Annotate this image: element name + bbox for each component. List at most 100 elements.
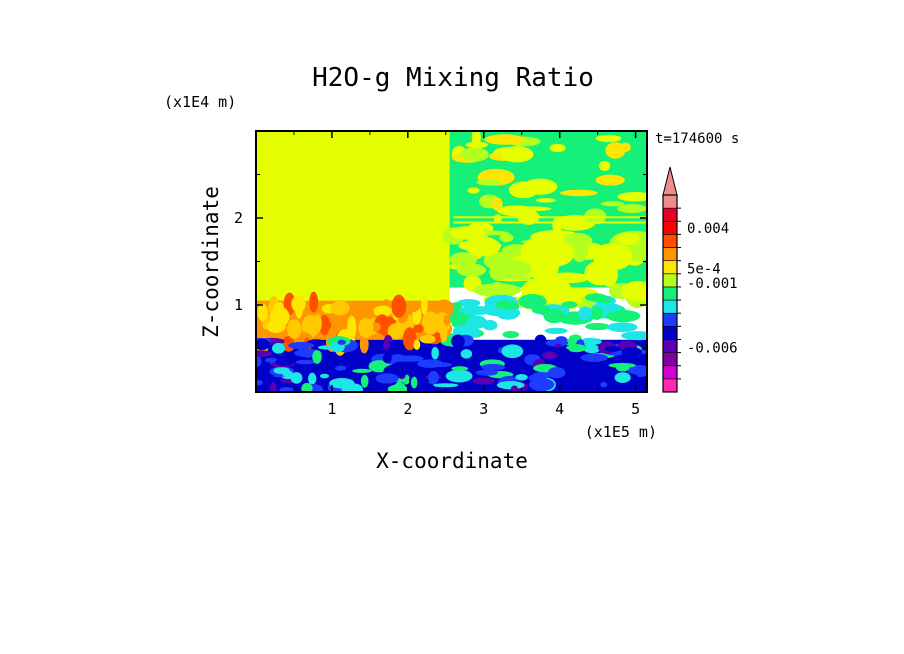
- colorbar-swatch: [662, 220, 678, 235]
- texture-blob: [578, 306, 593, 321]
- texture-blob: [433, 383, 459, 388]
- time-label: t=174600 s: [655, 131, 739, 147]
- colorbar-swatch: [662, 273, 678, 288]
- y-scale-label: (x1E4 m): [164, 93, 236, 111]
- colorbar-swatch: [662, 365, 678, 380]
- texture-blob: [335, 365, 347, 371]
- texture-blob: [495, 170, 507, 177]
- texture-blob: [535, 198, 556, 203]
- y-axis-label: Z-coordinate: [199, 186, 223, 338]
- texture-blob: [535, 240, 575, 267]
- texture-blob: [312, 350, 322, 364]
- texture-blob: [493, 214, 503, 223]
- x-scale-label: (x1E5 m): [585, 423, 657, 441]
- texture-blob: [512, 206, 552, 212]
- texture-blob: [475, 369, 498, 376]
- texture-blob: [560, 189, 598, 197]
- texture-blob: [510, 385, 519, 392]
- texture-blob: [600, 381, 608, 388]
- texture-blob: [269, 306, 290, 327]
- texture-blob: [608, 362, 636, 368]
- texture-blob: [451, 334, 465, 349]
- texture-blob: [482, 320, 498, 331]
- texture-blob: [515, 374, 528, 381]
- texture-blob: [545, 272, 590, 284]
- texture-blob: [402, 378, 410, 385]
- texture-blob: [445, 369, 473, 383]
- texture-blob: [279, 387, 295, 392]
- texture-blob: [313, 314, 322, 333]
- texture-blob: [403, 302, 420, 313]
- texture-blob: [352, 368, 372, 373]
- colorbar-swatch: [662, 299, 678, 314]
- colorbar: 0.004 5e-4-0.001 -0.006: [662, 166, 738, 393]
- texture-blob: [413, 324, 424, 333]
- texture-blob: [402, 327, 417, 351]
- colorbar-swatch: [662, 234, 678, 248]
- texture-blob: [460, 147, 489, 162]
- texture-blob: [467, 187, 480, 194]
- chart-title: H2O-g Mixing Ratio: [312, 63, 594, 93]
- texture-blob: [431, 346, 439, 360]
- texture-blob: [256, 350, 273, 358]
- colorbar-swatch: [662, 194, 678, 209]
- texture-blob: [387, 323, 405, 340]
- texture-blob: [373, 305, 393, 317]
- texture-blob: [413, 339, 421, 350]
- texture-blob: [528, 378, 555, 392]
- x-tick-label: 2: [403, 400, 412, 418]
- texture-blob: [358, 317, 374, 338]
- texture-blob: [601, 201, 625, 207]
- texture-blob: [484, 134, 526, 145]
- texture-blob: [490, 259, 532, 280]
- texture-blob: [614, 372, 631, 383]
- texture-blob: [456, 263, 487, 277]
- colorbar-swatch: [662, 378, 678, 393]
- texture-blob: [458, 305, 494, 315]
- texture-blob: [606, 309, 641, 323]
- texture-blob: [565, 344, 587, 353]
- colorbar-swatch: [662, 207, 678, 222]
- texture-blob: [621, 281, 647, 302]
- texture-blob: [528, 374, 541, 382]
- texture-blob: [555, 336, 568, 345]
- texture-blob: [330, 300, 350, 316]
- texture-blob: [256, 370, 268, 377]
- texture-blob: [410, 376, 418, 389]
- x-tick-label: 3: [479, 400, 488, 418]
- colorbar-frame: [662, 194, 678, 393]
- texture-blob: [273, 366, 290, 375]
- colorbar-swatch: [662, 260, 678, 275]
- y-tick-label: 2: [234, 209, 243, 227]
- texture-blob: [626, 380, 643, 387]
- texture-blob: [387, 384, 408, 392]
- texture-blob: [563, 232, 593, 249]
- texture-blob: [584, 293, 608, 302]
- texture-blob: [359, 335, 369, 354]
- texture-blob: [265, 357, 278, 363]
- colorbar-label: -0.006: [687, 340, 738, 356]
- texture-blob: [617, 191, 647, 202]
- texture-blob: [309, 291, 319, 313]
- texture-blob: [621, 347, 642, 358]
- texture-blob: [308, 372, 317, 385]
- heatmap-field: [256, 131, 647, 392]
- texture-blob: [522, 178, 558, 195]
- texture-blob: [598, 160, 611, 172]
- colorbar-label: -0.001: [687, 276, 738, 292]
- texture-blob: [606, 322, 638, 333]
- colorbar-swatch: [662, 339, 678, 353]
- texture-blob: [621, 331, 647, 341]
- texture-blob: [547, 367, 566, 379]
- texture-blob: [443, 314, 451, 326]
- texture-blob: [500, 146, 534, 163]
- texture-blob: [502, 330, 520, 339]
- texture-blob: [585, 322, 610, 331]
- texture-blob: [256, 380, 263, 386]
- texture-blob: [496, 381, 525, 390]
- texture-blob: [549, 143, 566, 153]
- texture-blob: [592, 243, 633, 271]
- texture-blob: [595, 174, 625, 186]
- texture-blob: [499, 233, 514, 243]
- texture-blob: [360, 374, 369, 388]
